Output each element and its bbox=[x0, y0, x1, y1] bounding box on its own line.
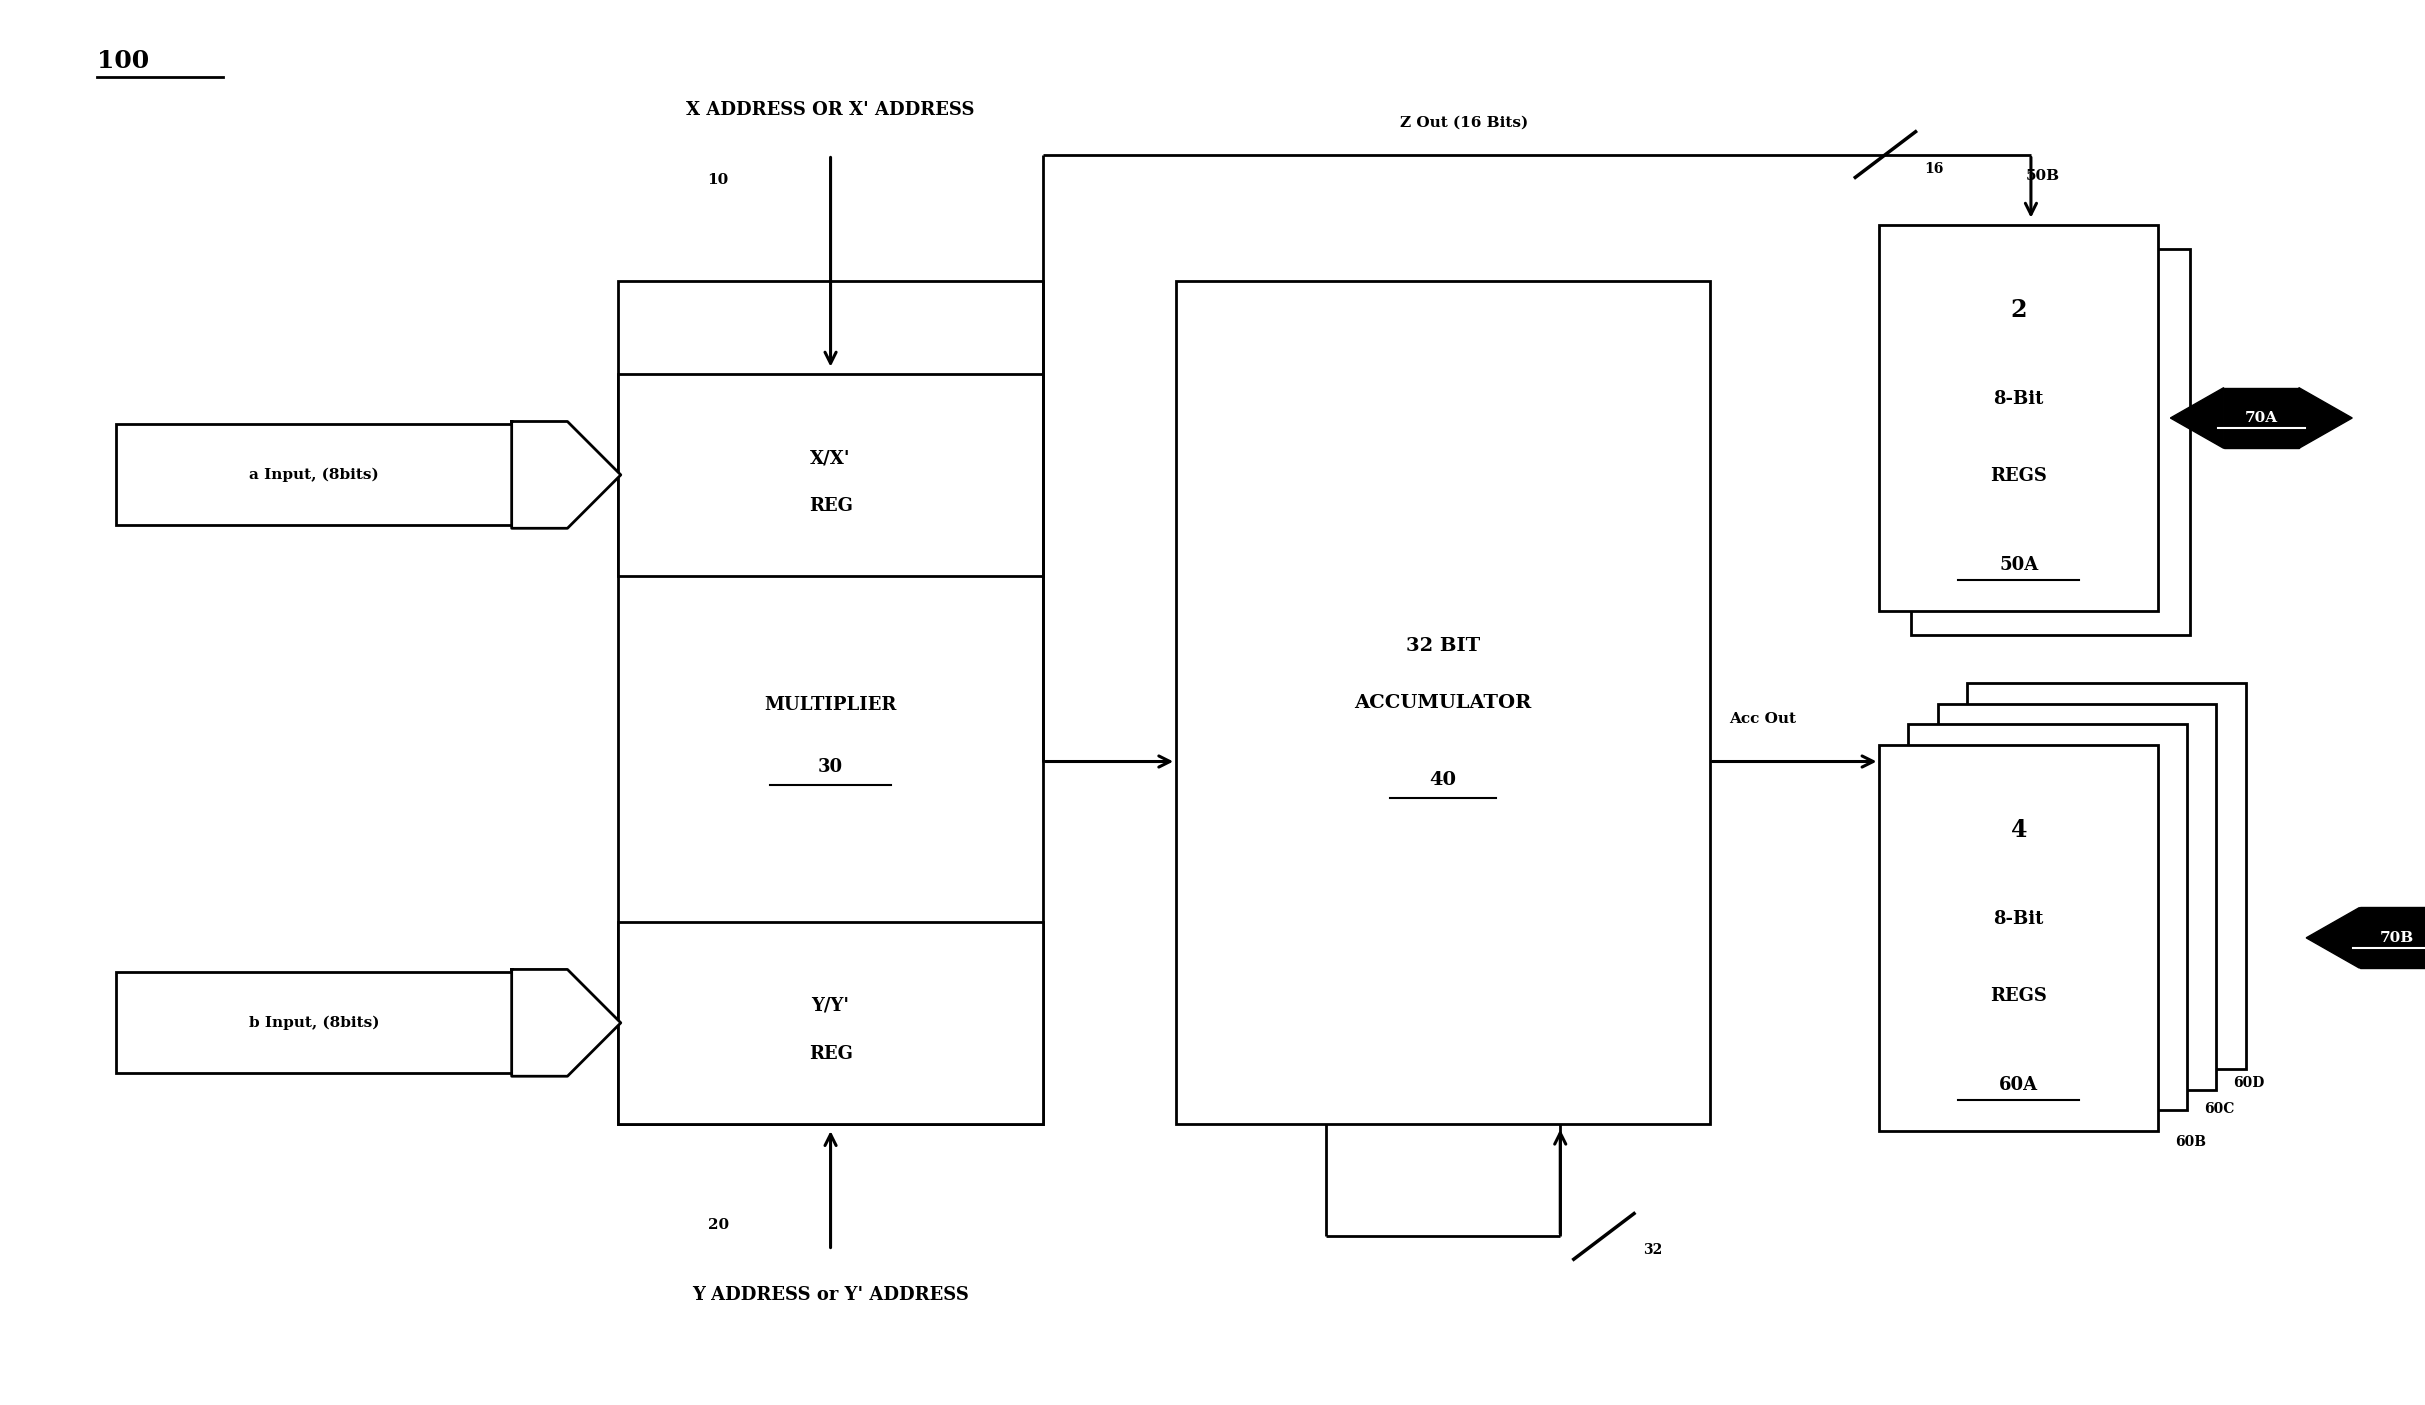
Text: 40: 40 bbox=[1428, 771, 1457, 788]
Polygon shape bbox=[2170, 388, 2224, 448]
FancyBboxPatch shape bbox=[1908, 724, 2187, 1110]
Text: 50A: 50A bbox=[1998, 556, 2039, 573]
Text: Acc Out: Acc Out bbox=[1729, 712, 1797, 726]
Text: 8-Bit: 8-Bit bbox=[1993, 909, 2044, 927]
Text: MULTIPLIER: MULTIPLIER bbox=[764, 697, 897, 714]
Text: 60A: 60A bbox=[1998, 1076, 2039, 1093]
Text: Z Out (16 Bits): Z Out (16 Bits) bbox=[1399, 115, 1528, 129]
Text: b Input, (8bits): b Input, (8bits) bbox=[250, 1016, 378, 1030]
FancyBboxPatch shape bbox=[618, 374, 1043, 576]
Polygon shape bbox=[2306, 908, 2360, 968]
Text: 10: 10 bbox=[708, 173, 730, 187]
FancyBboxPatch shape bbox=[1176, 281, 1710, 1124]
Text: 4: 4 bbox=[2010, 818, 2027, 842]
Text: ACCUMULATOR: ACCUMULATOR bbox=[1353, 694, 1533, 711]
FancyBboxPatch shape bbox=[1879, 745, 2158, 1131]
Text: REGS: REGS bbox=[1991, 986, 2047, 1005]
Text: REG: REG bbox=[808, 497, 854, 514]
Text: 60D: 60D bbox=[2233, 1076, 2265, 1090]
Text: REGS: REGS bbox=[1991, 466, 2047, 485]
Text: X ADDRESS OR X' ADDRESS: X ADDRESS OR X' ADDRESS bbox=[686, 101, 975, 119]
Text: 100: 100 bbox=[97, 49, 148, 73]
Text: 70A: 70A bbox=[2246, 412, 2277, 424]
FancyBboxPatch shape bbox=[116, 972, 512, 1073]
Polygon shape bbox=[512, 969, 621, 1076]
FancyBboxPatch shape bbox=[1879, 225, 2158, 611]
Text: 60B: 60B bbox=[2175, 1135, 2207, 1149]
Polygon shape bbox=[2224, 388, 2299, 448]
FancyBboxPatch shape bbox=[618, 281, 1043, 1124]
Text: 70B: 70B bbox=[2379, 932, 2415, 944]
Text: 30: 30 bbox=[817, 759, 844, 776]
Text: REG: REG bbox=[808, 1045, 854, 1062]
Text: 8-Bit: 8-Bit bbox=[1993, 389, 2044, 407]
Polygon shape bbox=[2299, 388, 2352, 448]
Text: 16: 16 bbox=[1925, 162, 1942, 176]
Text: 60C: 60C bbox=[2204, 1102, 2236, 1116]
FancyBboxPatch shape bbox=[618, 922, 1043, 1124]
Text: X/X': X/X' bbox=[810, 450, 851, 466]
Text: 32: 32 bbox=[1642, 1243, 1661, 1257]
Text: 2: 2 bbox=[2010, 298, 2027, 322]
Polygon shape bbox=[2360, 908, 2425, 968]
Text: 20: 20 bbox=[708, 1218, 730, 1232]
Text: Y/Y': Y/Y' bbox=[812, 998, 849, 1014]
Text: 32 BIT: 32 BIT bbox=[1406, 638, 1479, 655]
Text: a Input, (8bits): a Input, (8bits) bbox=[250, 468, 378, 482]
FancyBboxPatch shape bbox=[1938, 704, 2216, 1090]
FancyBboxPatch shape bbox=[1967, 683, 2246, 1069]
Text: Y ADDRESS or Y' ADDRESS: Y ADDRESS or Y' ADDRESS bbox=[691, 1286, 970, 1304]
FancyBboxPatch shape bbox=[116, 424, 512, 525]
Polygon shape bbox=[512, 422, 621, 528]
FancyBboxPatch shape bbox=[1911, 249, 2190, 635]
Text: 50B: 50B bbox=[2025, 169, 2061, 183]
